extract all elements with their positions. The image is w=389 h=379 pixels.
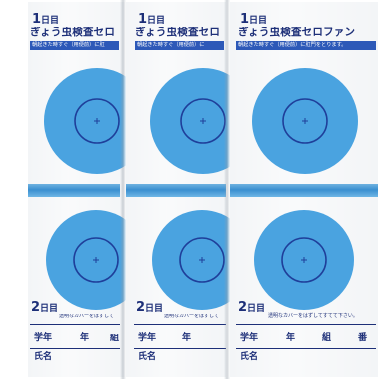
day2-unit: 日目	[145, 304, 164, 314]
day2-number: 2	[31, 300, 41, 315]
sheet-title: ぎょう虫検査セロ	[135, 27, 221, 38]
target-circle	[252, 68, 358, 174]
field-name: 氏名	[138, 352, 157, 362]
field-class: 組	[322, 333, 332, 343]
day2-unit: 日目	[247, 304, 266, 314]
instruction-bar: 朝起きた時すぐ（用便前）に肛門をとります。	[236, 41, 376, 50]
tape-band	[230, 184, 378, 197]
sheet-edge	[224, 0, 230, 379]
day2-number: 2	[238, 300, 248, 315]
rule-line	[236, 324, 376, 325]
day1-unit: 日目	[249, 16, 268, 26]
day2-label: 2日目	[136, 298, 163, 314]
day2-label: 2日目	[238, 298, 265, 314]
day1-number: 1	[240, 12, 250, 27]
rule-line	[30, 348, 120, 349]
rule-line	[30, 324, 120, 325]
sheet-title: ぎょう虫検査セロファン	[238, 27, 356, 38]
day2-label: 2日目	[31, 298, 58, 314]
instruction-bar: 朝起きた時すぐ（用便前）に	[135, 41, 224, 50]
rule-line	[134, 348, 226, 349]
rule-line	[236, 348, 376, 349]
day2-note: 透明なカバーをはずして	[164, 314, 219, 319]
field-year: 年	[286, 333, 296, 343]
day1-number: 1	[32, 12, 42, 27]
instruction-bar: 朝起きた時すぐ（用便前）に肛	[30, 41, 119, 50]
tape-band	[28, 184, 120, 197]
day1-label: 1日目	[32, 10, 59, 26]
day2-note: 透明なカバーをはずして	[59, 314, 114, 319]
day1-number: 1	[138, 12, 148, 27]
field-year: 年	[80, 333, 90, 343]
sheet-title: ぎょう虫検査セロ	[30, 27, 116, 38]
field-name: 氏名	[240, 352, 259, 362]
field-year: 年	[182, 333, 192, 343]
day1-label: 1日目	[240, 10, 267, 26]
tape-band	[126, 184, 226, 197]
day1-unit: 日目	[41, 16, 60, 26]
day2-number: 2	[136, 300, 146, 315]
day1-unit: 日目	[147, 16, 166, 26]
day1-label: 1日目	[138, 10, 165, 26]
field-grade: 学年	[34, 333, 53, 343]
field-grade: 学年	[138, 333, 157, 343]
field-number: 番	[358, 333, 368, 343]
field-name: 氏名	[34, 352, 53, 362]
sheet-edge	[120, 0, 126, 379]
day2-unit: 日目	[40, 304, 59, 314]
target-circle	[254, 210, 354, 310]
day2-note: 透明なカバーをはずしてすてて下さい。	[268, 313, 358, 319]
rule-line	[134, 324, 226, 325]
field-class: 組	[110, 334, 120, 343]
field-grade: 学年	[240, 333, 259, 343]
